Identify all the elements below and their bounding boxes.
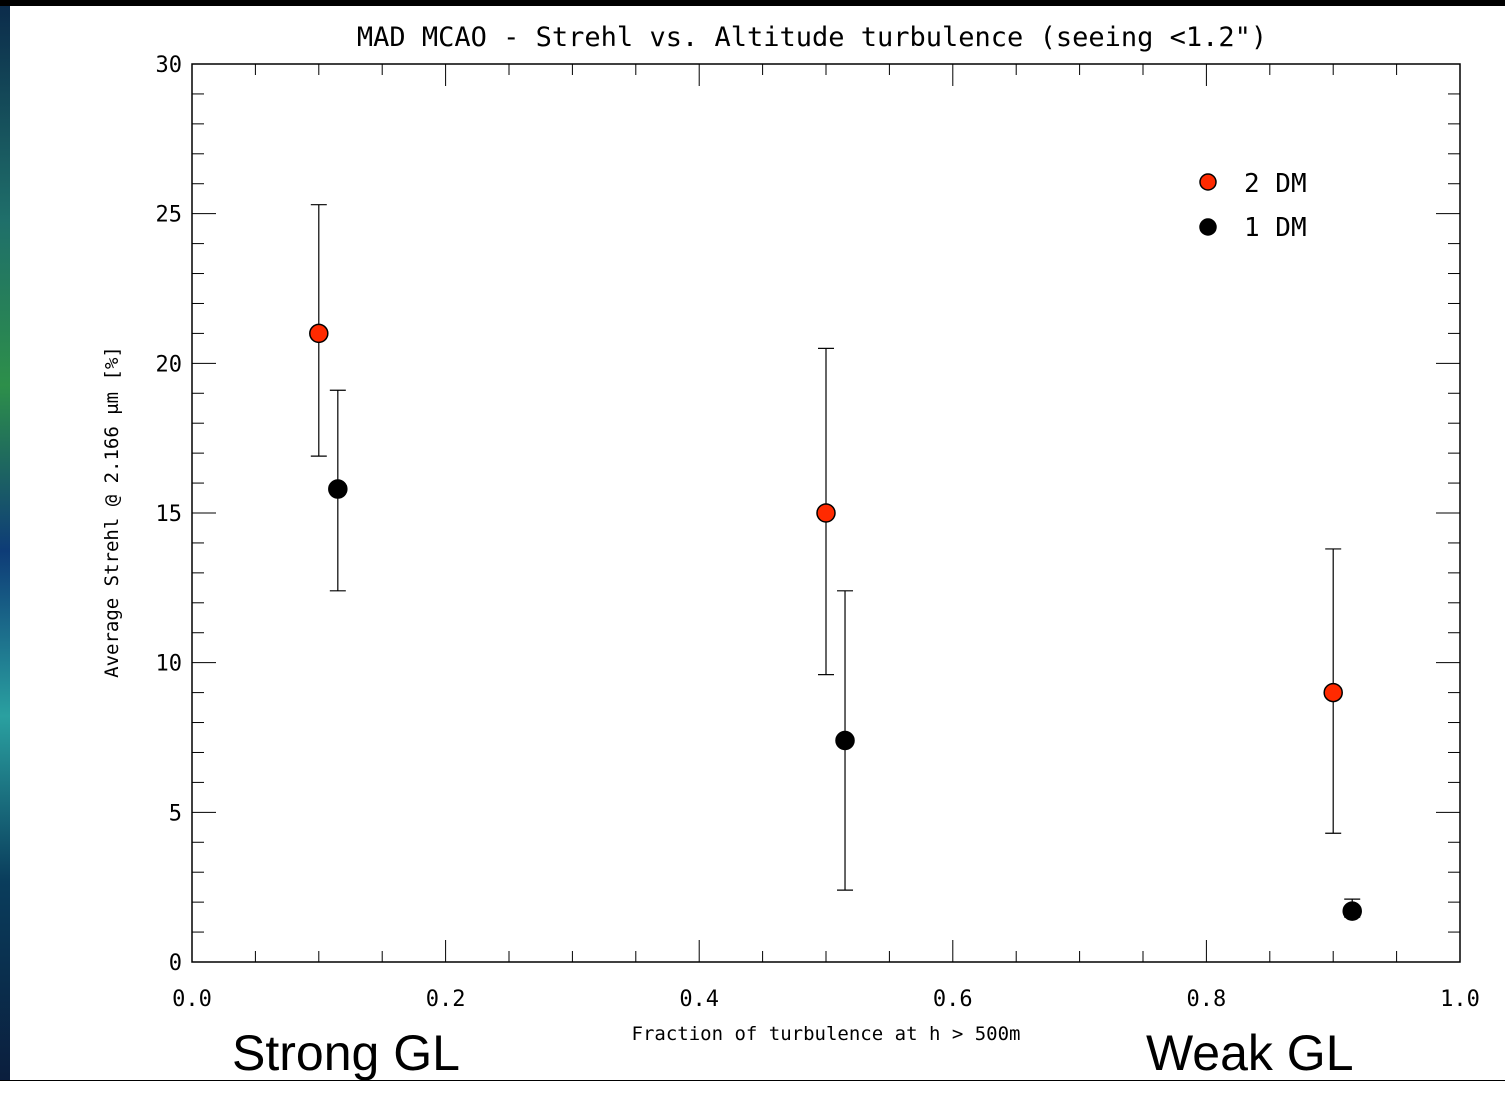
y-tick-label: 5 [169,801,182,826]
x-axis-title: Fraction of turbulence at h > 500m [632,1023,1021,1045]
x-tick-label: 0.2 [426,987,466,1012]
annotation-strong-gl: Strong GL [232,1025,460,1081]
data-marks [309,204,1362,921]
data-point [328,479,348,499]
tick-marks [191,63,1461,963]
chart-panel [10,0,1505,1080]
legend-swatch-2dm [1199,173,1217,191]
data-point [309,323,329,344]
legend-swatch-1dm [1199,218,1217,236]
series-0 [309,204,1343,834]
series-1 [328,389,1362,921]
data-point [1323,682,1343,703]
bottom-strip [0,1080,1505,1103]
y-tick-label: 20 [156,352,183,377]
decorative-strip [0,0,10,1102]
y-tick-label: 25 [156,203,183,228]
x-tick-label: 1.0 [1440,987,1480,1012]
y-tick-label: 30 [156,53,183,78]
x-tick-label: 0.0 [172,987,212,1012]
data-point [1342,901,1362,921]
annotation-weak-gl: Weak GL [1146,1025,1354,1081]
data-point [816,503,836,523]
y-tick-label: 15 [156,502,183,527]
data-point [835,730,855,751]
top-border [0,0,1505,6]
legend-label-2dm: 2 DM [1244,169,1307,199]
y-tick-label: 0 [169,951,182,976]
x-tick-label: 0.6 [933,987,973,1012]
y-tick-label: 10 [156,652,183,677]
x-tick-label: 0.4 [679,987,719,1012]
y-axis-title: Average Strehl @ 2.166 μm [%] [101,346,123,678]
x-tick-label: 0.8 [1187,987,1227,1012]
legend-label-1dm: 1 DM [1244,213,1307,243]
tick-labels: 0.0 0.2 0.4 0.6 0.8 1.0 0 5 10 15 20 25 30 [156,53,1480,1012]
legend: 2 DM 1 DM [1199,169,1307,243]
chart-title: MAD MCAO - Strehl vs. Altitude turbulenc… [357,22,1267,53]
